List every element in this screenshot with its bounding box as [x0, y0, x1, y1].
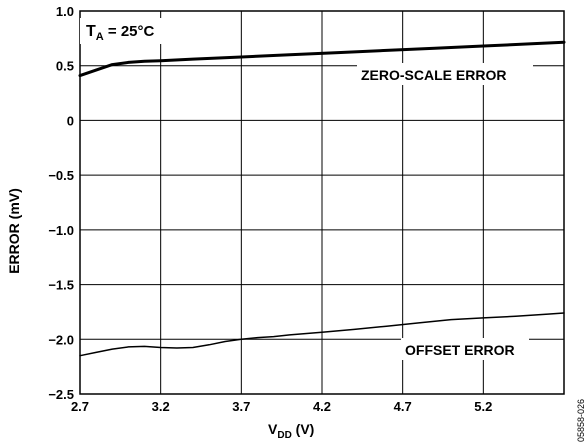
condition-main: T	[86, 23, 96, 40]
figure-code: 05858-026	[576, 399, 586, 442]
condition-label: TA = 25°C	[86, 23, 155, 43]
condition-label-bg	[80, 18, 172, 44]
x-tick-label: 3.7	[232, 399, 250, 414]
y-tick-label: 0	[67, 113, 74, 128]
annotation-offset-bg	[401, 338, 529, 360]
condition-sub: A	[96, 31, 104, 43]
y-tick-label: −2.5	[48, 387, 74, 402]
x-axis-label-unit: (V)	[292, 421, 315, 437]
y-tick-labels: 1.0 0.5 0 −0.5 −1.0 −1.5 −2.0 −2.5	[48, 4, 74, 402]
annotation-zero-scale-bg	[357, 63, 533, 85]
plot-frame	[79, 10, 565, 395]
x-axis-label-main: V	[268, 421, 278, 437]
y-tick-label: −0.5	[48, 168, 74, 183]
series-line-offset-error	[79, 312, 565, 357]
y-tick-label: −1.0	[48, 223, 74, 238]
y-tick-label: 0.5	[56, 59, 74, 74]
y-axis-label: ERROR (mV)	[6, 188, 22, 274]
x-axis-label-sub: DD	[277, 430, 291, 441]
x-tick-label: 3.2	[152, 399, 170, 414]
condition-rest: = 25°C	[104, 23, 155, 40]
x-tick-label: 5.2	[474, 399, 492, 414]
series-layer	[78, 40, 566, 357]
x-tick-label: 4.7	[394, 399, 412, 414]
annotation-offset: OFFSET ERROR	[405, 342, 515, 358]
y-tick-label: −1.5	[48, 278, 74, 293]
annotation-zero-scale: ZERO-SCALE ERROR	[361, 67, 506, 83]
y-tick-label: −2.0	[48, 332, 74, 347]
series-line-zero-scale-error	[78, 40, 566, 78]
x-tick-label: 2.7	[71, 399, 89, 414]
y-tick-label: 1.0	[56, 4, 74, 19]
x-tick-labels: 2.7 3.2 3.7 4.2 4.7 5.2	[71, 399, 492, 414]
x-tick-label: 4.2	[313, 399, 331, 414]
x-axis-label: VDD (V)	[268, 421, 314, 441]
